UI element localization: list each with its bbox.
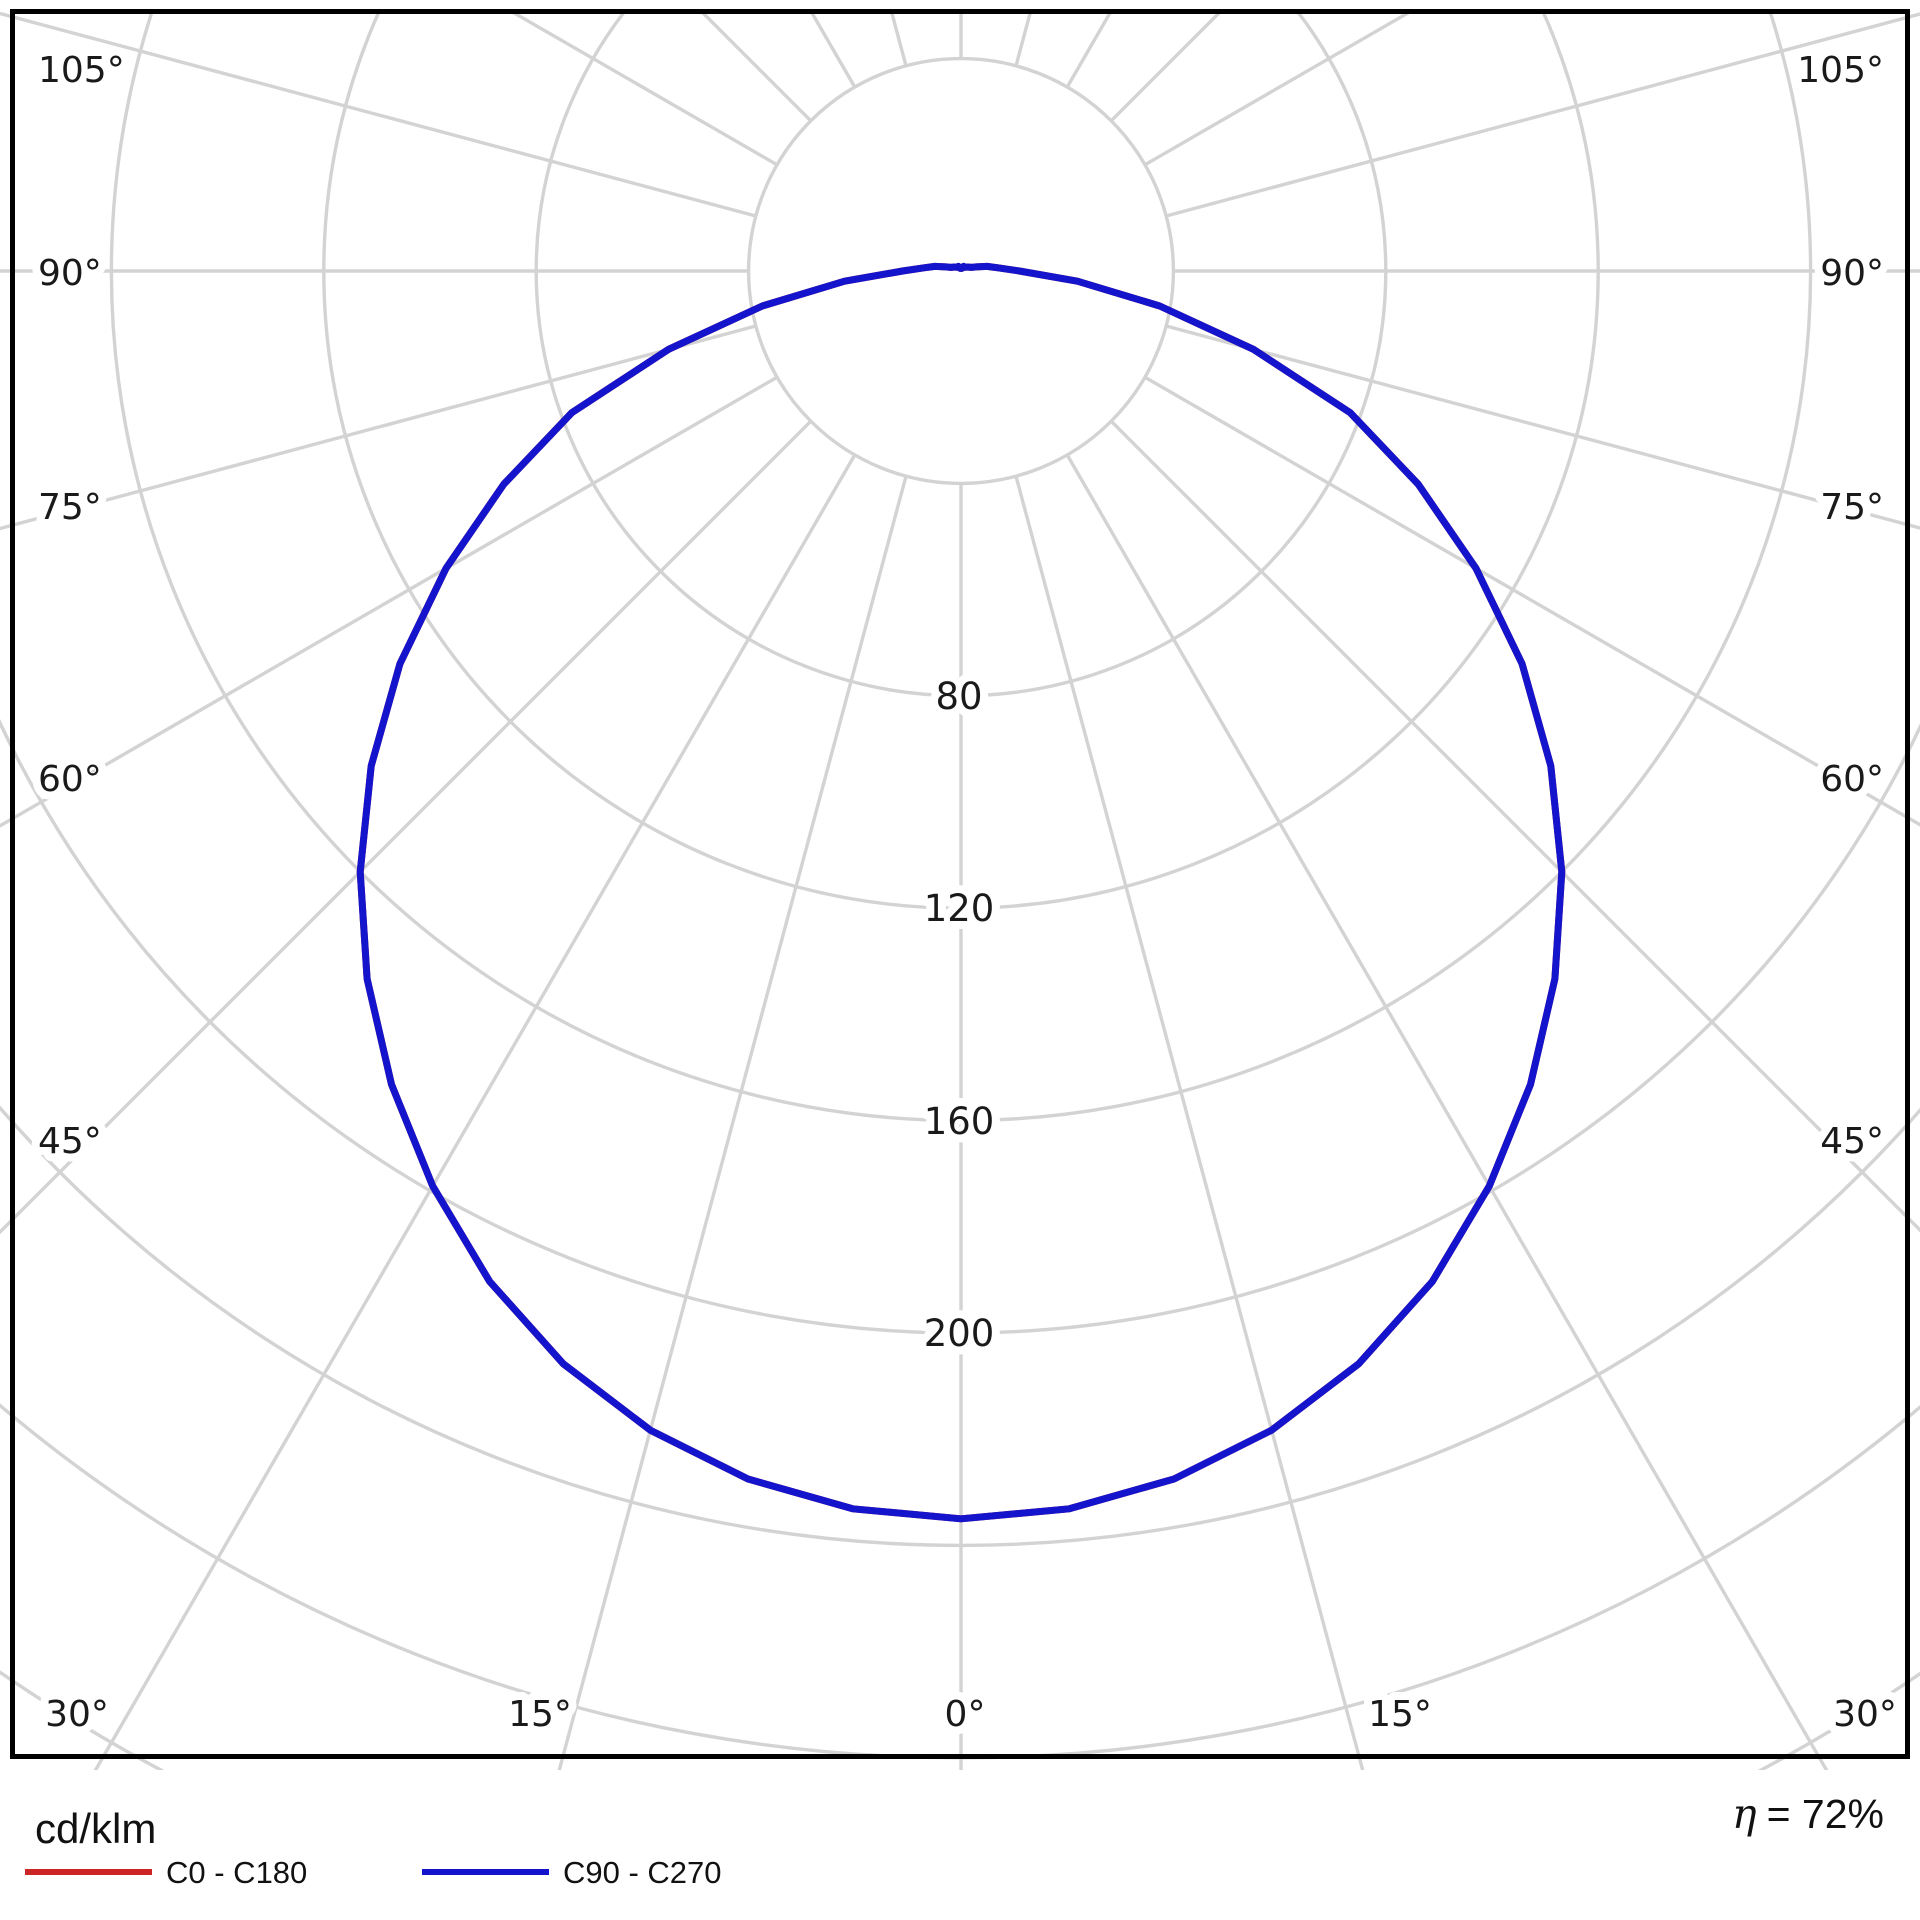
grid-spoke-60: [1144, 375, 1920, 827]
chart-frame: [10, 9, 1910, 1759]
angle-label-bottom-1-15: 15°: [508, 1694, 572, 1735]
grid-spoke-105: [1165, 12, 1920, 218]
eta-value: = 72%: [1767, 1791, 1884, 1837]
grid-spoke-300: [0, 375, 778, 828]
legend-label-c90-c270: C90 - C270: [563, 1855, 722, 1890]
ring-label-120: 120: [924, 887, 995, 930]
ring-label-80: 80: [935, 675, 982, 718]
grid-spoke-285: [0, 324, 757, 531]
grid-spoke-15: [1014, 475, 1365, 1770]
grid-spoke-30: [1065, 454, 1829, 1770]
angle-label-left-90: 90°: [38, 253, 102, 294]
angle-label-left-75: 75°: [38, 487, 102, 528]
intensity-curves: [356, 262, 1566, 1523]
ring-label-200: 200: [924, 1312, 995, 1355]
legend-label-c0-c180: C0 - C180: [166, 1855, 307, 1890]
grid-spoke-75: [1165, 324, 1920, 530]
curve-c90-c270: [356, 262, 1566, 1523]
angle-label-right-45: 45°: [1820, 1121, 1884, 1162]
unit-label: cd/klm: [35, 1805, 156, 1852]
angle-label-bottom-0-30: 30°: [45, 1694, 109, 1735]
angle-label-right-90: 90°: [1820, 253, 1884, 294]
grid-spoke-345: [557, 475, 908, 1770]
angle-label-right-60: 60°: [1820, 759, 1884, 800]
grid-spoke-45: [1109, 419, 1920, 1233]
ring-label-160: 160: [924, 1100, 995, 1143]
angle-label-left-45: 45°: [38, 1121, 102, 1162]
angle-label-bottom-3-15: 15°: [1368, 1694, 1432, 1735]
angle-label-right-75: 75°: [1820, 487, 1884, 528]
efficiency-value: η = 72%: [1732, 1790, 1884, 1838]
grid-spoke-315: [0, 419, 813, 1235]
eta-symbol: η: [1732, 1790, 1757, 1838]
angle-label-left-105: 105°: [38, 50, 125, 91]
angle-label-right-105: 105°: [1797, 50, 1884, 91]
axis-labels: 80 120 160 200 105° 105° 90° 90° 75° 75° 60° 60° 45°…: [30, 42, 1905, 1743]
grid-spoke-330: [93, 454, 857, 1770]
angle-label-left-60: 60°: [38, 759, 102, 800]
grid-spoke-255: [0, 12, 757, 218]
angle-label-bottom-2-0: 0°: [945, 1694, 986, 1735]
angle-label-bottom-4-30: 30°: [1833, 1694, 1897, 1735]
